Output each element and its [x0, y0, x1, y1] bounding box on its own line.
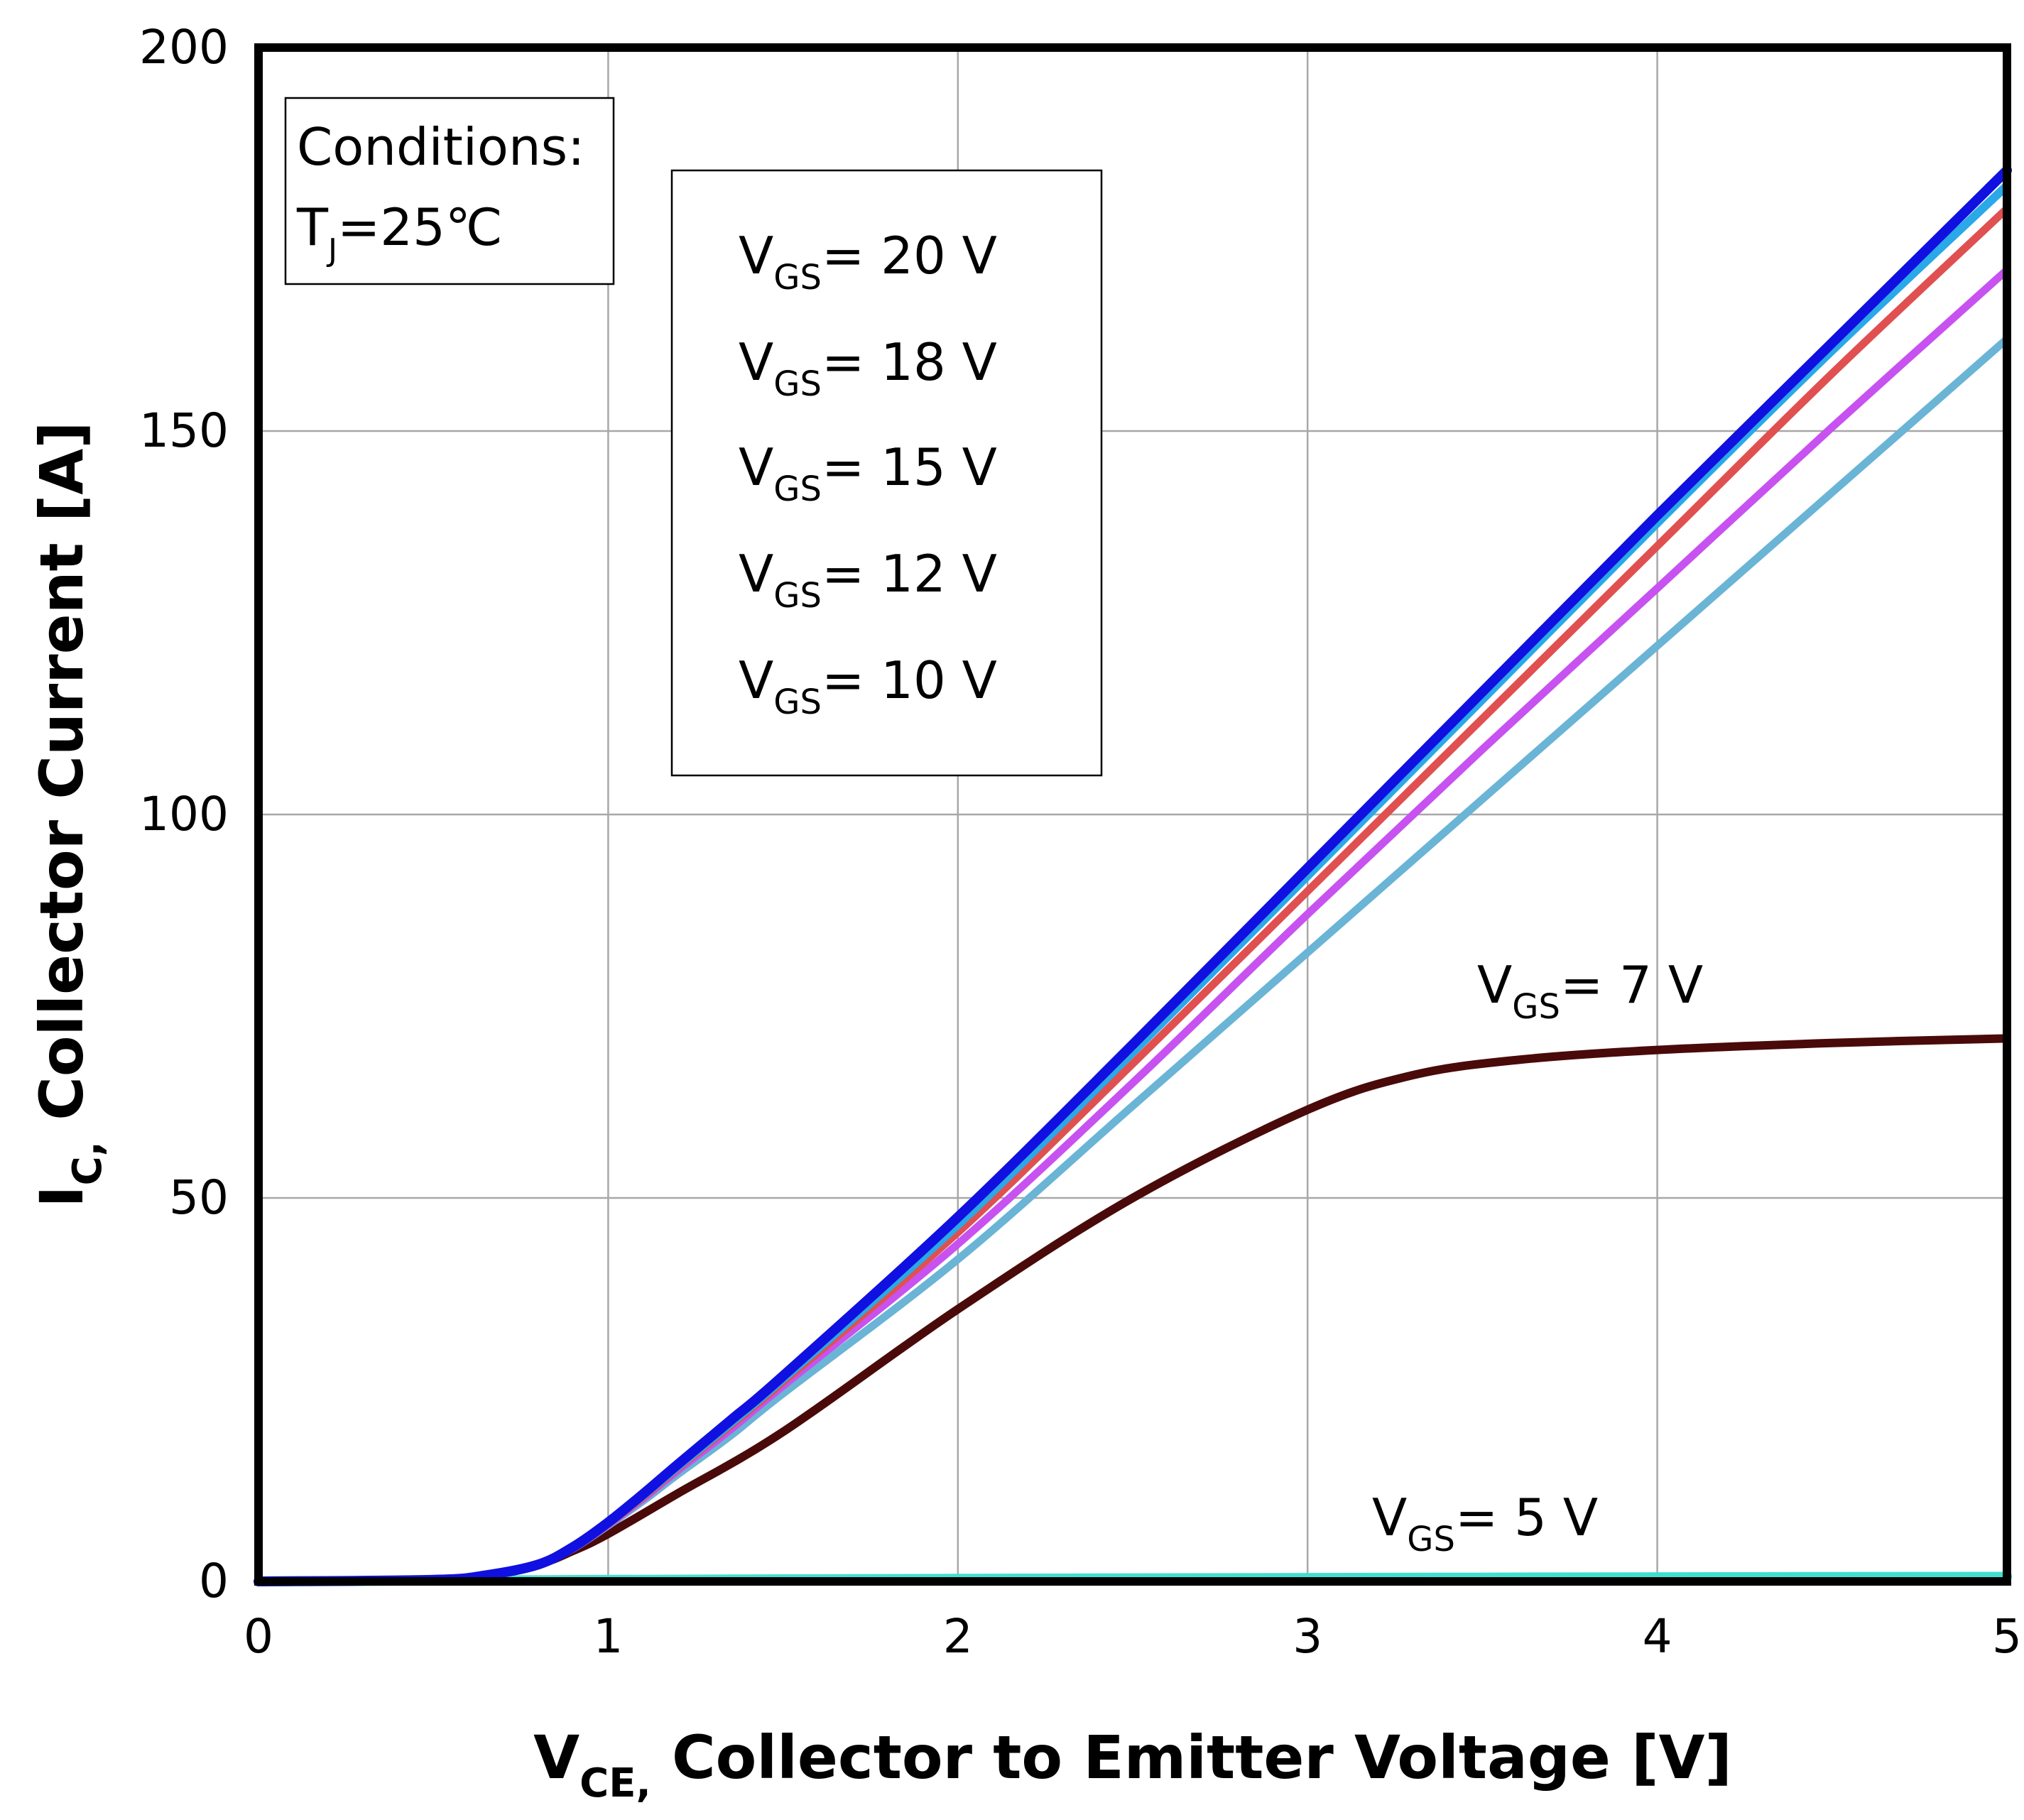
conditions-frame — [284, 97, 615, 285]
x-tick-labels: 0 1 2 3 4 5 — [244, 1609, 2022, 1664]
curve-label-vgs5: VGS= 5 V — [1372, 1488, 1598, 1559]
plot-frame — [254, 43, 2011, 1586]
x-tick-label-4: 4 — [1643, 1609, 1672, 1664]
legend-box: VGS= 20 V VGS= 18 V VGS= 15 V VGS= 12 V … — [670, 169, 1103, 777]
legend-entry-vgs10: VGS= 10 V — [739, 650, 997, 722]
series-vgs-10v — [254, 334, 2011, 1586]
conditions-title: Conditions: — [297, 117, 584, 177]
x-axis-title: VCE, Collector to Emitter Voltage [V] — [533, 1723, 1732, 1807]
legend-entry-vgs15: VGS= 15 V — [739, 437, 997, 509]
series-vgs-7v — [254, 1034, 2011, 1586]
legend-entry-vgs12: VGS= 12 V — [739, 544, 997, 616]
y-tick-label-50: 50 — [169, 1170, 229, 1225]
series-vgs-15v — [254, 205, 2011, 1586]
x-tick-label-5: 5 — [1992, 1609, 2022, 1664]
conditions-temperature: TJ=25℃ — [296, 197, 503, 268]
y-tick-label-150: 150 — [139, 403, 229, 458]
series-vgs-18v — [254, 181, 2011, 1586]
series-vgs-12v — [254, 266, 2011, 1586]
series-vgs-20v — [254, 165, 2012, 1586]
legend-entry-vgs18: VGS= 18 V — [739, 332, 997, 404]
y-tick-label-200: 200 — [139, 20, 229, 75]
x-tick-label-2: 2 — [943, 1609, 973, 1664]
conditions-box: Conditions: TJ=25℃ — [284, 97, 615, 285]
y-tick-label-0: 0 — [199, 1554, 229, 1608]
curve-label-vgs7: VGS= 7 V — [1477, 955, 1703, 1027]
y-axis-title: IC, Collector Current [A] — [27, 421, 111, 1207]
y-tick-label-100: 100 — [139, 787, 229, 841]
legend-entry-vgs20: VGS= 20 V — [739, 226, 997, 298]
curves — [254, 165, 2012, 1586]
x-tick-label-1: 1 — [593, 1609, 623, 1664]
x-tick-label-3: 3 — [1293, 1609, 1322, 1664]
legend-frame — [670, 169, 1103, 777]
y-tick-labels: 0 50 100 150 200 — [139, 20, 229, 1608]
x-tick-label-0: 0 — [244, 1609, 273, 1664]
